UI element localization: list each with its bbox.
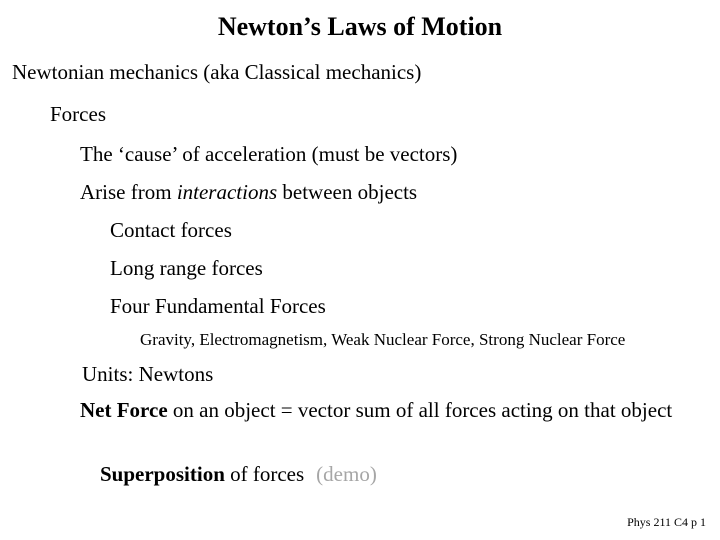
text-superposition-rest: of forces [225, 462, 304, 486]
text-superposition: Superposition of forces (demo) [100, 462, 377, 487]
text-net-force: Net Force on an object = vector sum of a… [80, 398, 690, 423]
footer-page-ref: Phys 211 C4 p 1 [627, 515, 706, 530]
text-long-range-forces: Long range forces [110, 256, 263, 281]
text-contact-forces: Contact forces [110, 218, 232, 243]
text-units: Units: Newtons [82, 362, 213, 387]
text-interactions-pre: Arise from [80, 180, 177, 204]
text-interactions: Arise from interactions between objects [80, 180, 417, 205]
text-net-force-bold: Net Force [80, 398, 168, 422]
text-net-force-rest: on an object = vector sum of all forces … [168, 398, 673, 422]
text-demo: (demo) [316, 462, 377, 486]
text-interactions-post: between objects [277, 180, 417, 204]
text-cause-acceleration: The ‘cause’ of acceleration (must be vec… [80, 142, 457, 167]
heading-forces: Forces [50, 102, 106, 127]
text-superposition-bold: Superposition [100, 462, 225, 486]
text-interactions-em: interactions [177, 180, 277, 204]
text-fundamental-list: Gravity, Electromagnetism, Weak Nuclear … [140, 330, 625, 350]
text-fundamental-forces: Four Fundamental Forces [110, 294, 326, 319]
slide: Newton’s Laws of Motion Newtonian mechan… [0, 0, 720, 540]
page-title: Newton’s Laws of Motion [0, 12, 720, 42]
text-mechanics: Newtonian mechanics (aka Classical mecha… [12, 60, 421, 85]
